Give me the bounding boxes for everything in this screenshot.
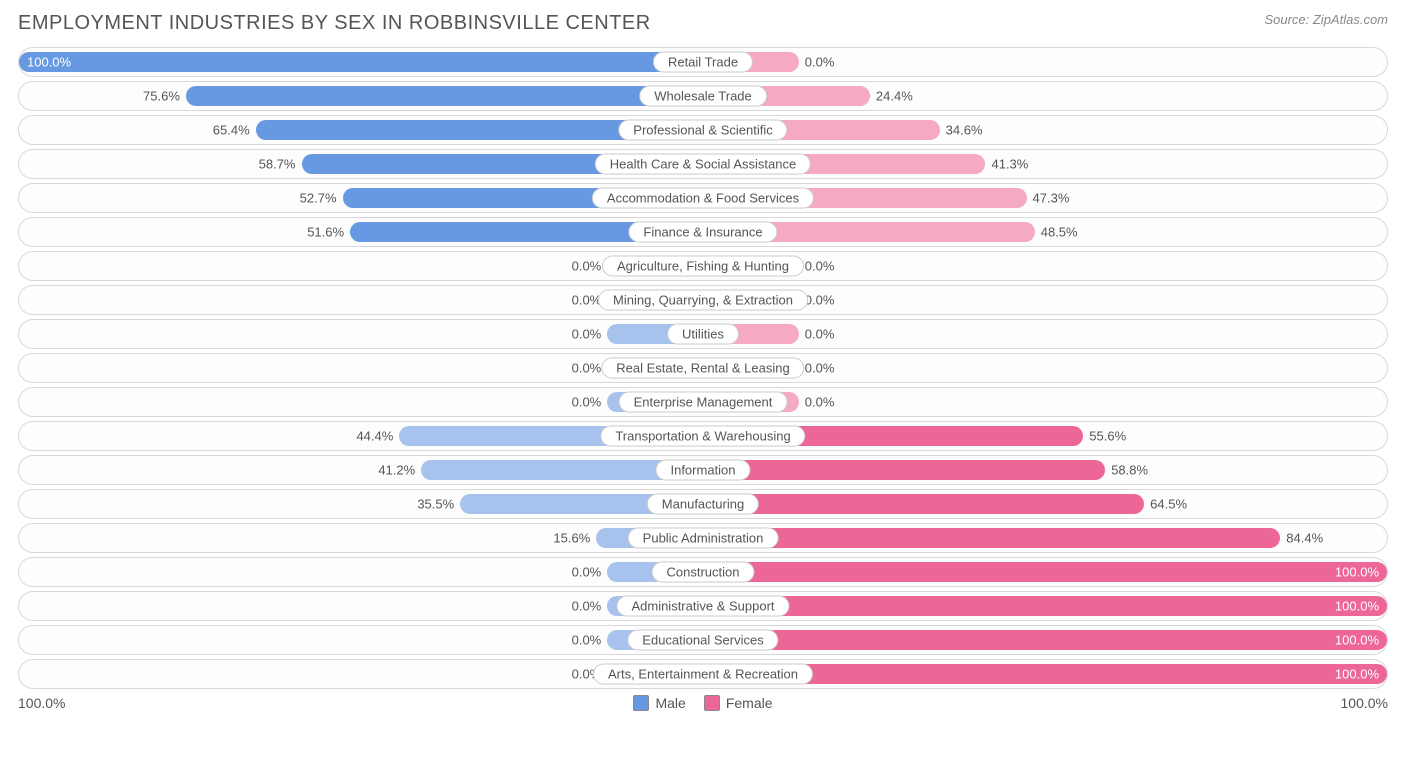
male-pct-label: 44.4% [356,429,393,444]
male-bar [19,52,703,72]
category-label: Administrative & Support [616,596,789,617]
chart-row: 0.0% 100.0% Educational Services [18,625,1388,655]
category-label: Real Estate, Rental & Leasing [601,358,804,379]
male-pct-label: 15.6% [553,531,590,546]
chart-row: 0.0% 0.0% Utilities [18,319,1388,349]
female-pct-label: 0.0% [805,293,835,308]
category-label: Arts, Entertainment & Recreation [593,664,813,685]
chart-row: 35.5% 64.5% Manufacturing [18,489,1388,519]
chart-row: 15.6% 84.4% Public Administration [18,523,1388,553]
chart-row: 44.4% 55.6% Transportation & Warehousing [18,421,1388,451]
chart-header: EMPLOYMENT INDUSTRIES BY SEX IN ROBBINSV… [18,12,1388,35]
diverging-bar-chart: 100.0% 0.0% Retail Trade 75.6% 24.4% Wholesal… [18,47,1388,689]
male-pct-label: 58.7% [259,157,296,172]
legend-item-female: Female [704,695,773,711]
category-label: Agriculture, Fishing & Hunting [602,256,804,277]
female-bar [703,596,1387,616]
female-bar [703,630,1387,650]
legend-item-male: Male [633,695,685,711]
axis-right-label: 100.0% [1341,695,1388,711]
legend-swatch-male [633,695,649,711]
category-label: Construction [652,562,755,583]
category-label: Transportation & Warehousing [600,426,805,447]
chart-row: 0.0% 0.0%Agriculture, Fishing & Hunting [18,251,1388,281]
chart-row: 51.6% 48.5% Finance & Insurance [18,217,1388,247]
male-pct-label: 0.0% [572,361,602,376]
category-label: Health Care & Social Assistance [595,154,811,175]
male-pct-label: 100.0% [27,55,71,70]
male-pct-label: 35.5% [417,497,454,512]
chart-row: 52.7% 47.3% Accommodation & Food Services [18,183,1388,213]
legend-swatch-female [704,695,720,711]
female-pct-label: 41.3% [991,157,1028,172]
legend-label-male: Male [655,695,685,711]
chart-legend: Male Female [633,695,772,711]
category-label: Educational Services [627,630,778,651]
female-bar [703,494,1144,514]
chart-row: 0.0% 0.0%Mining, Quarrying, & Extraction [18,285,1388,315]
male-pct-label: 0.0% [572,293,602,308]
chart-row: 75.6% 24.4% Wholesale Trade [18,81,1388,111]
category-label: Professional & Scientific [618,120,787,141]
chart-row: 0.0% 100.0% Administrative & Support [18,591,1388,621]
female-pct-label: 0.0% [805,361,835,376]
female-bar [703,562,1387,582]
female-pct-label: 34.6% [946,123,983,138]
male-pct-label: 52.7% [300,191,337,206]
male-pct-label: 0.0% [572,633,602,648]
category-label: Accommodation & Food Services [592,188,814,209]
male-pct-label: 75.6% [143,89,180,104]
category-label: Information [655,460,750,481]
chart-row: 58.7% 41.3% Health Care & Social Assistanc… [18,149,1388,179]
female-bar [703,460,1105,480]
male-pct-label: 0.0% [572,259,602,274]
chart-row: 65.4% 34.6% Professional & Scientific [18,115,1388,145]
male-pct-label: 51.6% [307,225,344,240]
chart-row: 0.0% 0.0% Enterprise Management [18,387,1388,417]
category-label: Utilities [667,324,739,345]
chart-row: 100.0% 0.0% Retail Trade [18,47,1388,77]
chart-title: EMPLOYMENT INDUSTRIES BY SEX IN ROBBINSV… [18,12,651,35]
female-pct-label: 0.0% [805,259,835,274]
female-pct-label: 0.0% [805,395,835,410]
chart-row: 0.0%100.0%Arts, Entertainment & Recreati… [18,659,1388,689]
female-pct-label: 84.4% [1286,531,1323,546]
category-label: Manufacturing [647,494,759,515]
chart-row: 41.2% 58.8% Information [18,455,1388,485]
male-pct-label: 41.2% [378,463,415,478]
female-pct-label: 64.5% [1150,497,1187,512]
female-pct-label: 0.0% [805,55,835,70]
female-pct-label: 100.0% [1335,633,1379,648]
chart-row: 0.0% 100.0% Construction [18,557,1388,587]
female-pct-label: 55.6% [1089,429,1126,444]
category-label: Mining, Quarrying, & Extraction [598,290,808,311]
category-label: Wholesale Trade [639,86,767,107]
chart-footer: 100.0% Male Female 100.0% [18,695,1388,711]
legend-label-female: Female [726,695,773,711]
male-pct-label: 0.0% [572,599,602,614]
axis-left-label: 100.0% [18,695,65,711]
female-pct-label: 100.0% [1335,599,1379,614]
male-pct-label: 0.0% [572,565,602,580]
female-pct-label: 47.3% [1033,191,1070,206]
male-bar [186,86,703,106]
male-pct-label: 0.0% [572,395,602,410]
female-pct-label: 100.0% [1335,565,1379,580]
category-label: Enterprise Management [619,392,788,413]
female-pct-label: 58.8% [1111,463,1148,478]
male-pct-label: 65.4% [213,123,250,138]
chart-row: 0.0% 0.0%Real Estate, Rental & Leasing [18,353,1388,383]
category-label: Finance & Insurance [628,222,777,243]
chart-source: Source: ZipAtlas.com [1264,12,1388,27]
category-label: Retail Trade [653,52,753,73]
female-pct-label: 0.0% [805,327,835,342]
female-pct-label: 100.0% [1335,667,1379,682]
female-bar [703,528,1280,548]
female-pct-label: 48.5% [1041,225,1078,240]
category-label: Public Administration [628,528,779,549]
female-pct-label: 24.4% [876,89,913,104]
male-pct-label: 0.0% [572,327,602,342]
